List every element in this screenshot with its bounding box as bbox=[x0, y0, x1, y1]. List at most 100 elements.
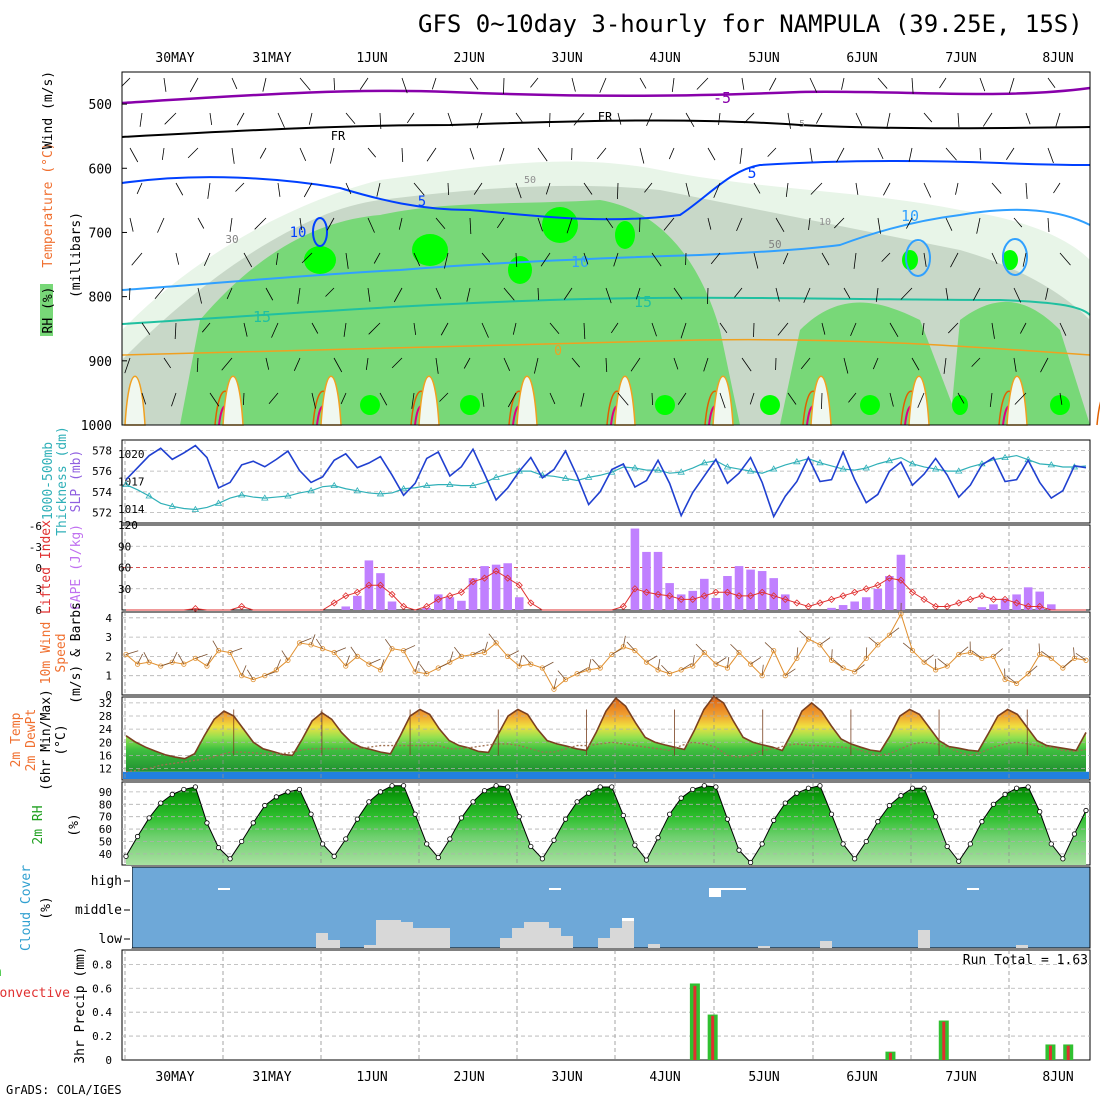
wind-barb bbox=[889, 392, 894, 407]
cape-bar bbox=[1012, 594, 1021, 610]
wind-barb bbox=[376, 182, 381, 197]
low-cloud-block bbox=[918, 930, 930, 948]
wind-barb bbox=[1059, 322, 1067, 336]
thickness-marker bbox=[839, 465, 847, 472]
lifted-index-marker bbox=[1013, 599, 1021, 607]
temp-tick-label: 32 bbox=[99, 697, 112, 710]
wind-barb-10m bbox=[764, 642, 774, 651]
wind-barb bbox=[537, 217, 543, 232]
wind-barb bbox=[886, 112, 891, 129]
thickness-marker bbox=[330, 481, 338, 489]
wind-barb bbox=[787, 392, 797, 405]
wind-barb bbox=[435, 217, 446, 229]
high-cloud-block bbox=[721, 888, 746, 890]
wind-barb bbox=[673, 287, 683, 300]
thickness-marker bbox=[746, 467, 755, 474]
contour-label: FR bbox=[598, 110, 613, 124]
li-tick-label: -6 bbox=[29, 520, 42, 533]
temp-panel-label: 2m DewPt bbox=[24, 709, 39, 772]
wind-speed-marker bbox=[643, 659, 650, 665]
wind-barb bbox=[680, 322, 687, 339]
rh-marker bbox=[400, 783, 407, 789]
low-cloud-block bbox=[820, 941, 832, 948]
wind-tick-label: 4 bbox=[105, 612, 112, 625]
wind-barb bbox=[299, 217, 303, 230]
wind-barb bbox=[203, 252, 211, 266]
rh-marker bbox=[1037, 809, 1043, 815]
rh-marker bbox=[805, 785, 812, 791]
wind-barb bbox=[209, 112, 213, 125]
wind-barb bbox=[540, 252, 551, 267]
wind-barb bbox=[668, 147, 675, 160]
wind-speed-marker bbox=[308, 642, 314, 648]
cape-bar bbox=[480, 566, 489, 610]
wind-barb-10m bbox=[380, 659, 385, 671]
wind-speed-marker bbox=[389, 646, 395, 652]
wind-barb bbox=[1006, 147, 1015, 160]
wind-barb bbox=[947, 322, 959, 334]
wind-barb-10m bbox=[730, 643, 740, 653]
wind-barb-10m bbox=[212, 640, 219, 651]
wind-barb bbox=[431, 77, 437, 90]
top-date-label: 8JUN bbox=[1042, 51, 1073, 66]
rh-marker bbox=[956, 858, 962, 864]
wind-barb bbox=[301, 252, 313, 264]
wind-barb bbox=[379, 392, 388, 406]
thickness-marker bbox=[631, 464, 639, 471]
wind-barb bbox=[534, 357, 539, 374]
thickness-tick-label: 578 bbox=[92, 444, 112, 457]
rh-marker bbox=[192, 784, 198, 790]
wind-barb bbox=[911, 77, 914, 94]
thickness-panel-label: 1000-500mb bbox=[41, 442, 56, 520]
wind-barb-10m bbox=[414, 661, 419, 672]
wind-barb bbox=[950, 252, 959, 268]
rh-marker bbox=[1002, 791, 1008, 797]
rh-marker bbox=[690, 786, 696, 793]
wind-speed-marker bbox=[320, 646, 326, 652]
wind-barb bbox=[923, 252, 927, 267]
rh-marker bbox=[481, 788, 488, 794]
wind-barb bbox=[1022, 252, 1027, 267]
wind-barb-10m bbox=[557, 670, 566, 680]
wind-barb-10m bbox=[1062, 659, 1073, 669]
rh-tick-label: 90 bbox=[99, 786, 112, 799]
wind-tick-label: 3 bbox=[105, 631, 112, 644]
wind-barb bbox=[174, 322, 177, 339]
wind-barb bbox=[277, 112, 285, 128]
wind-barb-10m bbox=[299, 637, 312, 644]
wind-speed-marker bbox=[713, 661, 719, 667]
low-cloud-block bbox=[401, 922, 413, 948]
wind-speed-marker bbox=[1083, 657, 1089, 663]
wind-barb bbox=[713, 182, 721, 198]
thickness-marker bbox=[816, 459, 824, 466]
wind-barb bbox=[777, 322, 789, 336]
rh-marker bbox=[389, 783, 395, 789]
li-tick-label: 6 bbox=[35, 604, 42, 617]
wind-barb bbox=[991, 182, 1002, 194]
lifted-index-marker bbox=[839, 592, 847, 600]
cape-tick-label: 90 bbox=[118, 540, 131, 553]
wind-speed-marker bbox=[678, 667, 684, 673]
wind-barb bbox=[900, 287, 913, 300]
top-date-label: 3JUN bbox=[551, 51, 582, 66]
wind-barb bbox=[391, 357, 403, 369]
wind-barb bbox=[345, 112, 356, 124]
thickness-marker bbox=[561, 474, 570, 481]
thickness-panel-label: SLP (mb) bbox=[69, 450, 84, 513]
low-cloud-block bbox=[758, 946, 770, 948]
wind-barb bbox=[906, 217, 913, 229]
rh-marker bbox=[667, 811, 673, 817]
wind-barb bbox=[440, 322, 449, 336]
pressure-tick-label: 600 bbox=[89, 162, 112, 177]
thickness-marker bbox=[469, 481, 477, 489]
boundary-layer-spike bbox=[222, 375, 244, 426]
wind-barb bbox=[311, 322, 319, 334]
thickness-marker bbox=[168, 502, 176, 509]
wind-speed-marker bbox=[424, 671, 430, 677]
boundary-layer-spike bbox=[124, 375, 146, 426]
wind-speed-marker bbox=[771, 648, 777, 654]
wind-barb bbox=[939, 77, 947, 89]
temp-5-contour bbox=[121, 159, 1091, 221]
wind-barb bbox=[444, 252, 449, 269]
wind-speed-marker bbox=[250, 676, 256, 683]
